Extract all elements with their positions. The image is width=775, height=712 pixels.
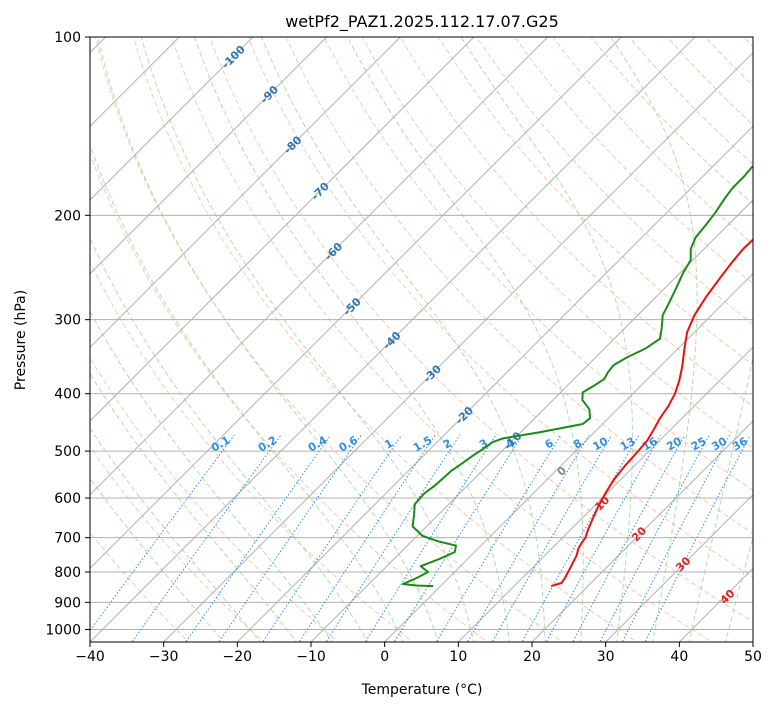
isotherm-line [164, 37, 769, 642]
y-tick-label: 900 [54, 595, 81, 611]
dry-adiabat-line [744, 37, 775, 644]
mixing-ratio-line [261, 435, 401, 644]
x-tick-label: 10 [449, 649, 467, 665]
chart-title: wetPf2_PAZ1.2025.112.17.07.G25 [285, 12, 559, 32]
x-tick-label: −30 [149, 649, 179, 665]
mixing-ratio-line [80, 435, 234, 644]
isotherm-line [532, 37, 775, 642]
moist-adiabat-line [59, 27, 404, 645]
moist-adiabat-line [342, 27, 583, 645]
isotherm-line [311, 37, 775, 642]
dry-adiabat-line [515, 37, 775, 644]
mixing-ratio-label: 2 [441, 437, 454, 452]
x-tick-label: 0 [380, 649, 389, 665]
isotherm-line [0, 37, 474, 642]
dry-adiabat-line [591, 37, 775, 644]
x-tick-label: −20 [223, 649, 253, 665]
mixing-ratio-line [298, 435, 435, 644]
isotherm-line [679, 37, 775, 642]
mixing-ratio-line [599, 435, 710, 644]
isotherm-label: -100 [219, 43, 248, 72]
mixing-ratio-line [184, 435, 331, 644]
y-tick-label: 800 [54, 565, 81, 581]
mixing-ratio-line [521, 435, 639, 644]
dry-adiabat-line [705, 37, 775, 644]
moist-adiabat-line [1, 27, 334, 645]
dry-adiabat-line [362, 37, 775, 644]
dry-adiabat-line [210, 37, 775, 644]
x-tick-label: −10 [296, 649, 326, 665]
y-tick-label: 500 [54, 444, 81, 460]
y-tick-label: 200 [54, 208, 81, 224]
temperature-profile-line [551, 37, 775, 586]
x-tick-label: 40 [670, 649, 688, 665]
moist-adiabat-line [689, 27, 775, 645]
dry-adiabat-line [19, 37, 416, 644]
mixing-ratio-line [644, 435, 750, 644]
y-tick-label: 100 [54, 30, 81, 46]
x-tick-label: 30 [597, 649, 615, 665]
moist-adiabat-label: 40 [718, 587, 738, 607]
dry-adiabat-line [95, 37, 566, 644]
y-tick-label: 400 [54, 387, 81, 403]
isotherm-line [0, 37, 253, 642]
moist-adiabat-label: 10 [592, 493, 612, 513]
moist-adiabat-line [0, 27, 262, 645]
isotherm-label: -70 [309, 180, 332, 203]
moist-adiabat-line [191, 27, 510, 645]
y-axis-label: Pressure (hPa) [13, 290, 29, 390]
mixing-ratio-line [130, 435, 281, 644]
dewpoint-profile-line [403, 37, 775, 586]
isotherm-line [0, 37, 327, 642]
isotherm-line [753, 37, 775, 642]
moist-adiabat-line [725, 27, 775, 645]
mixing-ratio-line [325, 435, 460, 644]
y-tick-label: 300 [54, 313, 81, 329]
x-tick-label: 50 [744, 649, 762, 665]
x-axis-label: Temperature (°C) [361, 682, 483, 698]
y-tick-label: 600 [54, 491, 81, 507]
dry-adiabat-line [172, 37, 716, 644]
x-tick-label: 20 [523, 649, 541, 665]
isotherm-line [16, 37, 621, 642]
axes: −40 −30 −20 −10 0 10 20 30 40 50 100 200 300 400 500 60… [45, 30, 762, 665]
x-tick-label: −40 [75, 649, 105, 665]
y-tick-label: 700 [54, 531, 81, 547]
moist-adiabat-line [0, 27, 226, 645]
y-tick-label: 1000 [45, 622, 81, 638]
dry-adiabat-line [57, 37, 491, 644]
mixing-ratio-line [466, 435, 589, 644]
mixing-ratio-label: 6 [543, 436, 556, 451]
mixing-ratio-line [435, 435, 561, 644]
dry-adiabat-line [477, 37, 775, 644]
isotherm-line [0, 37, 400, 642]
